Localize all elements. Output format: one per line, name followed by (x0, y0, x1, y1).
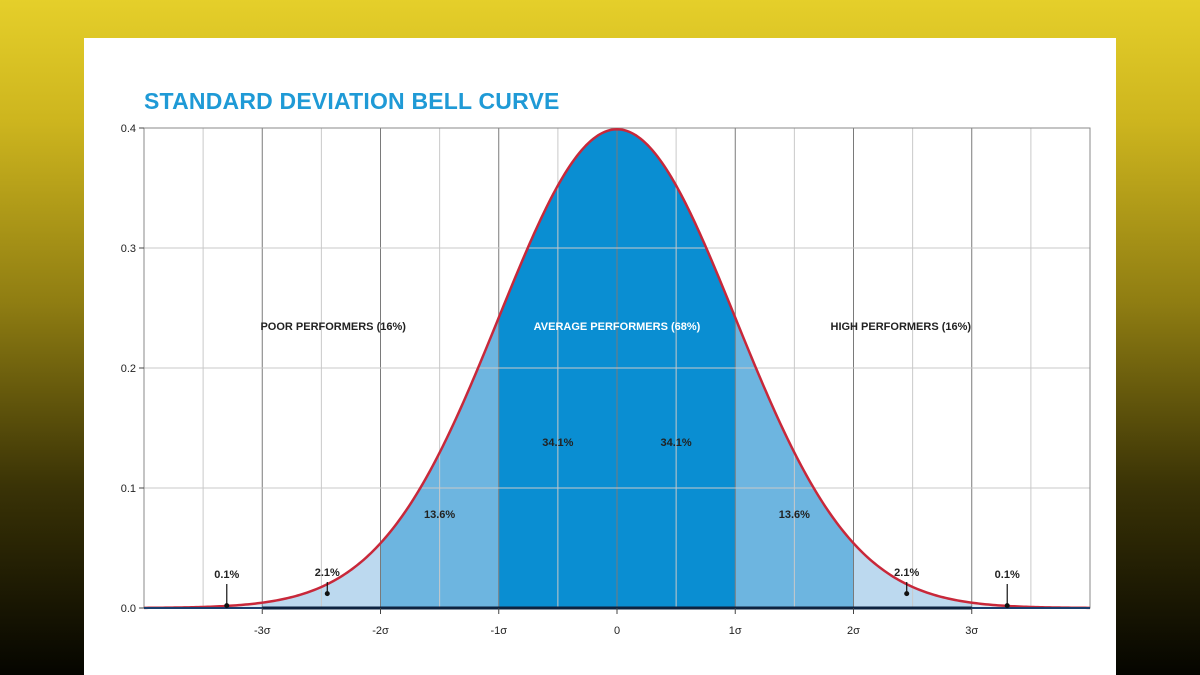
grid (143, 127, 1091, 609)
x-tick-label: -1σ (490, 625, 507, 637)
tail-percent-label: 0.1% (995, 569, 1020, 581)
x-tick-label: 1σ (729, 625, 742, 637)
bell-curve-line (143, 128, 1091, 610)
y-tick-label: 0.4 (121, 123, 136, 135)
region-percent-label: 34.1% (661, 437, 692, 449)
region-percent-label: 13.6% (424, 509, 455, 521)
group-label: POOR PERFORMERS (16%) (260, 321, 406, 333)
region-percent-label: 13.6% (779, 509, 810, 521)
x-tick-label: 0 (614, 625, 620, 637)
region-5 (853, 543, 972, 608)
x-tick-label: 3σ (965, 625, 978, 637)
y-tick-label: 0.2 (121, 363, 136, 375)
chart-title: STANDARD DEVIATION BELL CURVE (144, 88, 560, 114)
marker-dot (224, 603, 230, 609)
tail-percent-label: 2.1% (894, 567, 919, 579)
labels: 13.6% 34.1% 34.1% 13.6% 0.1% 2.1% 2.1% 0.1% POOR… (214, 321, 1020, 609)
y-tick-label: 0.0 (121, 603, 136, 615)
marker-dot (324, 591, 330, 597)
tail-percent-label: 0.1% (214, 569, 239, 581)
marker-dot (1004, 603, 1010, 609)
marker-dot (904, 591, 910, 597)
y-tick-label: 0.3 (121, 243, 136, 255)
chart-panel: STANDARD DEVIATION BELL CURVE 0.0 0.1 0.2 0… (84, 38, 1116, 675)
x-tick-label: 2σ (847, 625, 860, 637)
bell-curve-chart: 0.0 0.1 0.2 0.3 0.4 -3σ -2σ -1σ 0 1σ 2σ 3σ 13.6% 34.… (121, 123, 1091, 637)
curve-layer (143, 128, 1091, 610)
x-tick-label: -2σ (372, 625, 389, 637)
region-0 (262, 543, 381, 608)
tail-percent-label: 2.1% (315, 567, 340, 579)
axes: 0.0 0.1 0.2 0.3 0.4 -3σ -2σ -1σ 0 1σ 2σ 3σ (121, 123, 1090, 637)
region-percent-label: 34.1% (542, 437, 573, 449)
x-tick-label: -3σ (254, 625, 271, 637)
group-label: AVERAGE PERFORMERS (68%) (534, 321, 701, 333)
group-label: HIGH PERFORMERS (16%) (831, 321, 972, 333)
y-tick-label: 0.1 (121, 483, 136, 495)
